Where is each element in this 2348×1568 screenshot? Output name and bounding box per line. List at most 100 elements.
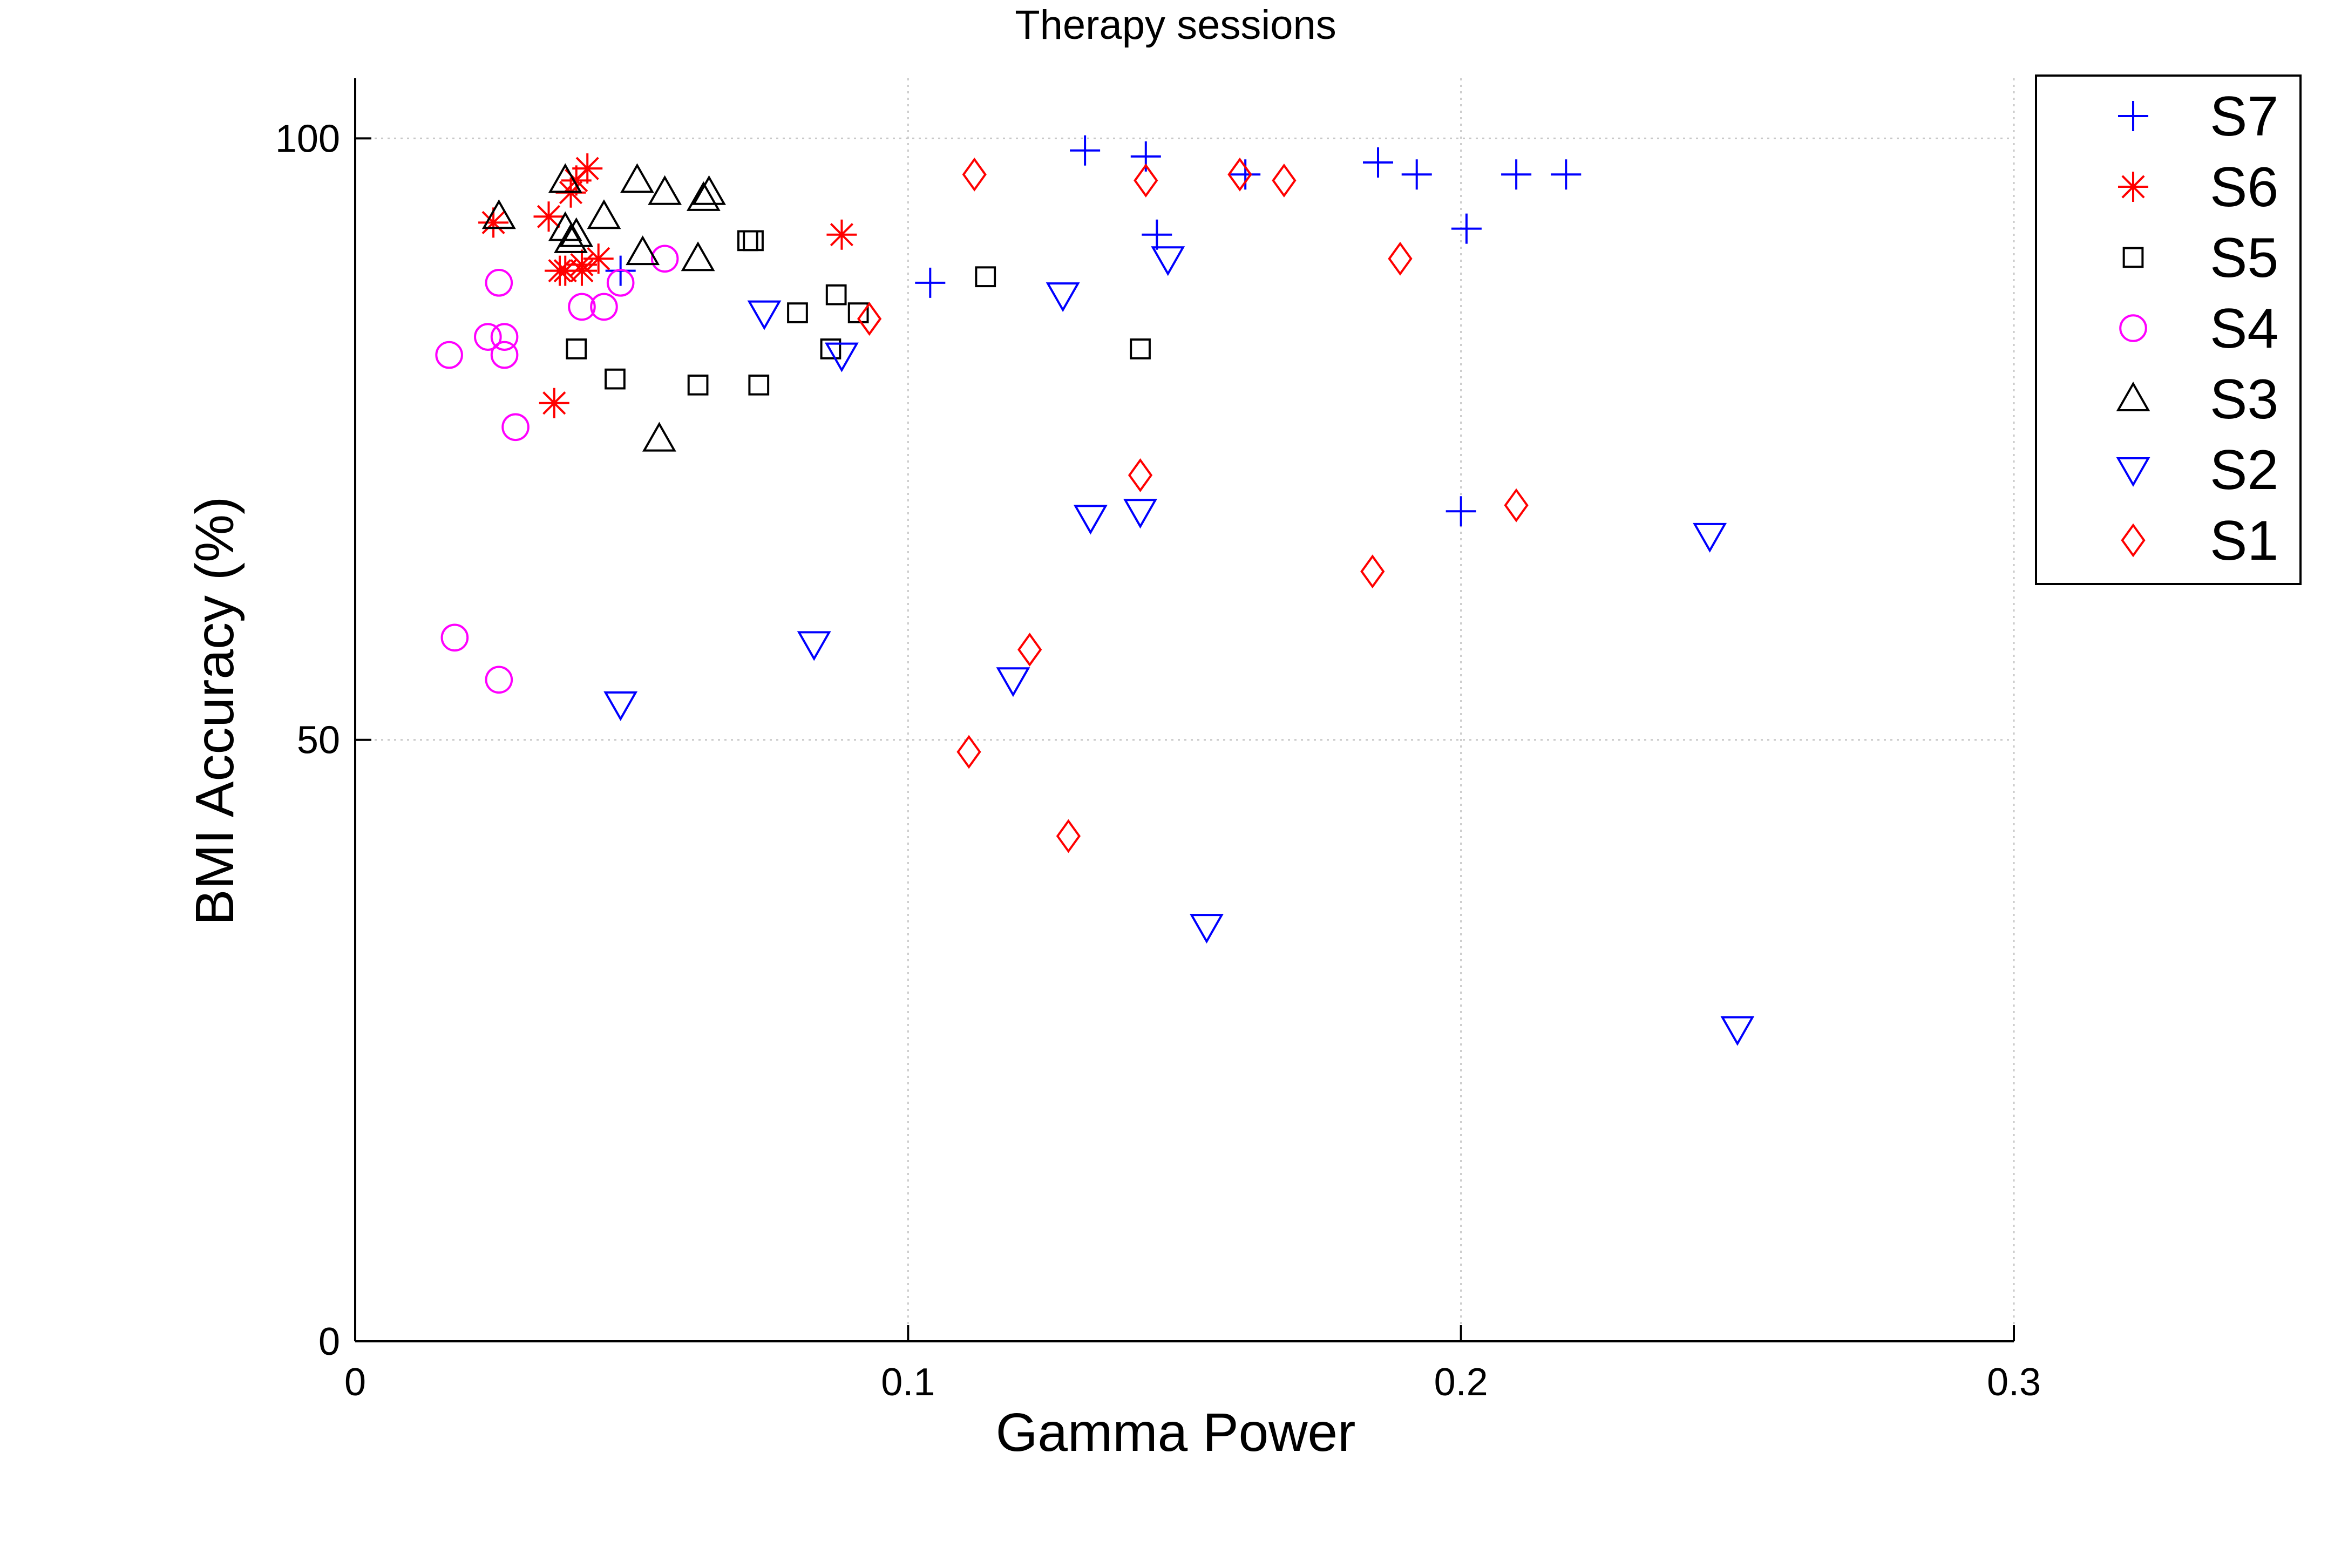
data-point-s3 <box>626 235 660 266</box>
data-point-s1 <box>1360 554 1385 589</box>
data-point-s2 <box>603 691 638 721</box>
data-point-s1 <box>1128 458 1153 492</box>
data-point-s1 <box>1056 819 1081 853</box>
x-axis-label: Gamma Power <box>996 1402 1356 1463</box>
data-point-s7 <box>1446 496 1476 527</box>
data-point-s5 <box>748 374 770 396</box>
data-point-s3 <box>686 181 721 211</box>
data-point-s6 <box>550 255 581 286</box>
data-point-s6 <box>478 207 509 238</box>
y-tick-label: 50 <box>297 719 340 762</box>
data-point-s4 <box>490 323 519 351</box>
chart-labels: Therapy sessions Gamma Power BMI Accurac… <box>185 2 1355 1463</box>
data-point-s5 <box>975 266 996 288</box>
data-point-s3 <box>559 217 594 247</box>
data-point-s5 <box>820 338 842 359</box>
legend-label-s4: S4 <box>2210 297 2278 360</box>
series-s3 <box>481 163 727 452</box>
legend-marker-s7 <box>2118 101 2148 131</box>
data-point-s2 <box>1123 499 1157 529</box>
data-point-s4 <box>606 269 635 297</box>
data-point-s2 <box>824 342 859 372</box>
y-tick-label: 0 <box>318 1320 340 1363</box>
data-point-s4 <box>590 293 618 321</box>
data-point-s1 <box>1227 157 1252 192</box>
data-point-s2 <box>1073 505 1108 535</box>
data-point-s1 <box>1272 164 1297 198</box>
data-point-s4 <box>440 623 469 652</box>
data-point-s7 <box>1451 213 1482 244</box>
data-point-s4 <box>474 323 502 351</box>
data-point-s1 <box>1134 164 1158 198</box>
legend-marker-s3 <box>2116 381 2150 411</box>
data-point-s7 <box>1363 147 1394 178</box>
data-point-s5 <box>847 302 869 323</box>
legend-label-s7: S7 <box>2210 85 2278 148</box>
data-point-s6 <box>533 201 564 232</box>
data-point-s4 <box>568 293 596 321</box>
series-s7 <box>605 135 1582 527</box>
legend-marker-s1 <box>2121 523 2146 558</box>
legend-label-s2: S2 <box>2210 439 2278 501</box>
legend-label-s3: S3 <box>2210 368 2278 431</box>
data-point-s2 <box>996 667 1030 697</box>
legend-label-s1: S1 <box>2210 510 2278 572</box>
grid-lines <box>355 78 2015 1341</box>
data-point-s3 <box>481 199 516 229</box>
axes: 0 0.1 0.2 0.3 0 50 100 <box>275 78 2041 1404</box>
data-point-s1 <box>1388 241 1413 276</box>
data-point-s5 <box>605 368 626 390</box>
data-point-s4 <box>501 413 530 442</box>
data-point-s3 <box>548 163 582 193</box>
data-point-s1 <box>857 302 882 336</box>
legend-marker-s2 <box>2116 457 2150 487</box>
data-point-s2 <box>1720 1016 1755 1046</box>
data-point-s2 <box>797 631 831 661</box>
legend-marker-s6 <box>2118 172 2148 202</box>
data-point-s2 <box>1151 246 1185 276</box>
y-axis-label: BMI Accuracy (%) <box>185 497 245 926</box>
data-point-s7 <box>1070 135 1101 166</box>
data-point-s6 <box>539 388 569 418</box>
data-point-s4 <box>485 269 513 297</box>
data-point-s1 <box>1504 488 1529 522</box>
data-point-s6 <box>826 219 857 250</box>
data-point-s5 <box>1130 338 1151 359</box>
series-s2 <box>603 246 1755 1046</box>
chart-title: Therapy sessions <box>1015 2 1336 48</box>
legend-label-s6: S6 <box>2210 156 2278 219</box>
data-point-s3 <box>648 175 682 205</box>
data-point-s2 <box>1693 522 1727 553</box>
data-point-s1 <box>956 735 981 769</box>
x-tick-label: 0.1 <box>881 1361 935 1404</box>
data-point-s3 <box>642 422 676 452</box>
data-point-s5 <box>687 374 709 396</box>
data-point-s1 <box>962 157 987 192</box>
data-point-s4 <box>650 245 679 273</box>
data-point-s3 <box>554 223 588 253</box>
series-s5 <box>566 230 1151 396</box>
series-s1 <box>857 157 1529 853</box>
data-point-s7 <box>1501 159 1532 190</box>
data-point-s6 <box>572 153 603 184</box>
data-point-s3 <box>587 199 621 229</box>
data-points <box>435 135 1755 1046</box>
data-point-s2 <box>1046 282 1080 313</box>
series-s4 <box>435 245 679 694</box>
data-point-s7 <box>1142 219 1172 250</box>
data-point-s5 <box>787 302 808 323</box>
x-tick-label: 0.3 <box>1987 1361 2041 1404</box>
data-point-s6 <box>561 165 592 196</box>
data-point-s7 <box>1551 159 1582 190</box>
data-point-s4 <box>435 341 463 369</box>
data-point-s6 <box>583 243 614 274</box>
x-tick-label: 0 <box>344 1361 366 1404</box>
data-point-s6 <box>566 249 597 280</box>
data-point-s7 <box>915 267 946 298</box>
legend-label-s5: S5 <box>2210 227 2278 289</box>
legend: S7 S6 S5 S4 S3 S2 S1 <box>2035 74 2302 585</box>
data-point-s4 <box>490 341 519 369</box>
data-point-s5 <box>825 284 847 306</box>
